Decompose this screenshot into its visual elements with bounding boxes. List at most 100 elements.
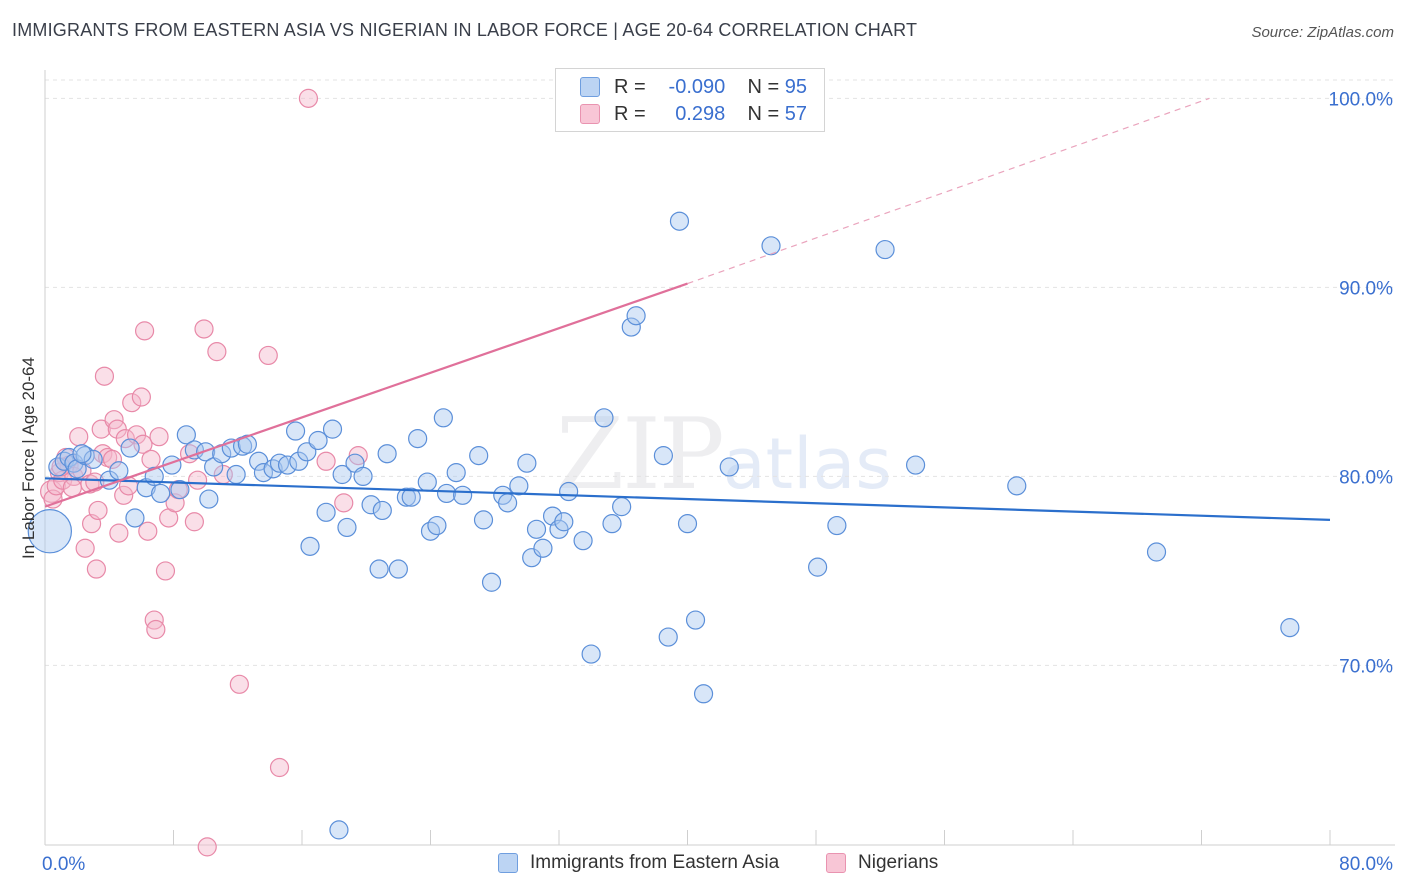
eastern-asia-point [469, 446, 489, 466]
eastern-asia-point [125, 508, 145, 528]
eastern-asia-point [522, 548, 542, 568]
nigerians-trend-line [44, 282, 688, 508]
nigerians-point [115, 428, 135, 449]
eastern-asia-point [761, 236, 781, 256]
eastern-asia-point [905, 455, 926, 475]
legend-label-eastern-asia: Immigrants from Eastern Asia [530, 852, 780, 873]
nigerians-point [131, 387, 151, 407]
legend-label-nigerians: Nigerians [858, 852, 939, 873]
nigerians-point [316, 451, 336, 471]
eastern-asia-point [559, 481, 579, 502]
nigerians-point [187, 470, 208, 490]
nigerians-point [149, 427, 169, 447]
eastern-asia-point [653, 446, 674, 466]
eastern-asia-point [199, 489, 219, 509]
nigerians-point [85, 472, 105, 492]
eastern-asia-point [602, 514, 622, 534]
nigerians-point [138, 521, 158, 541]
nigerians-point [258, 345, 278, 366]
eastern-asia-point [533, 538, 553, 558]
correlation-legend: R = -0.090 N = 95 R = 0.298 N = 57 [555, 68, 825, 132]
eastern-asia-point [27, 509, 73, 554]
eastern-asia-point [332, 464, 352, 485]
eastern-asia-point [277, 455, 298, 475]
eastern-asia-point [436, 483, 457, 504]
x-tick-label: 0.0% [42, 854, 85, 875]
nigerians-point [298, 88, 319, 108]
eastern-asia-point [316, 502, 336, 522]
r-value: -0.090 [668, 75, 726, 98]
nigerians-swatch [580, 104, 600, 124]
eastern-asia-point [417, 472, 437, 492]
eastern-asia-points [27, 211, 1300, 840]
nigerians-point [75, 538, 95, 558]
eastern-asia-point [269, 453, 290, 473]
eastern-asia-point [433, 408, 453, 428]
eastern-asia-point [677, 514, 698, 534]
y-tick-label: 80.0% [1339, 467, 1393, 488]
eastern-asia-point [427, 515, 447, 536]
eastern-asia-point [396, 487, 417, 507]
r-label: R = [614, 75, 646, 98]
eastern-asia-point [517, 453, 537, 473]
eastern-asia-point [226, 464, 246, 485]
eastern-asia-trend-line [44, 477, 1331, 521]
nigerians-point [88, 500, 108, 521]
legend-item-nigerians[interactable]: Nigerians [826, 852, 938, 874]
bottom-legend: Immigrants from Eastern Asia Nigerians [0, 852, 1406, 878]
nigerians-point [155, 561, 176, 581]
eastern-asia-point [875, 239, 895, 260]
eastern-asia-swatch [580, 77, 600, 97]
stat-row-nigerians: R = 0.298 N = 57 [580, 101, 807, 127]
eastern-asia-point [72, 444, 92, 464]
stat-row-eastern-asia: R = -0.090 N = 95 [580, 74, 807, 100]
chart-title: IMMIGRANTS FROM EASTERN ASIA VS NIGERIAN… [12, 20, 918, 40]
nigerians-point [197, 837, 217, 857]
x-tick-label: 80.0% [1339, 854, 1393, 875]
eastern-asia-point [1146, 542, 1167, 562]
eastern-asia-point [573, 531, 593, 551]
eastern-asia-point [626, 306, 646, 326]
eastern-asia-point [372, 500, 392, 521]
eastern-asia-legend-swatch [498, 853, 518, 873]
nigerians-point [114, 485, 134, 505]
nigerians-point [40, 480, 63, 503]
nigerians-point [207, 342, 227, 362]
eastern-asia-point [669, 211, 690, 231]
nigerians-point [194, 319, 214, 339]
eastern-asia-point [329, 820, 349, 840]
eastern-asia-point [83, 449, 103, 469]
eastern-asia-point [481, 572, 502, 592]
nigerians-point [86, 559, 107, 579]
eastern-asia-point [176, 425, 196, 445]
eastern-asia-point [337, 517, 357, 538]
y-tick-label: 90.0% [1339, 278, 1393, 299]
nigerians-point [91, 419, 111, 439]
n-label: N = [747, 102, 780, 125]
n-value: 57 [784, 102, 807, 125]
eastern-asia-point [658, 627, 678, 647]
nigerians-point [269, 757, 290, 778]
eastern-asia-point [554, 512, 574, 532]
legend-item-eastern-asia[interactable]: Immigrants from Eastern Asia [498, 852, 779, 874]
axes [44, 70, 1395, 846]
eastern-asia-point [353, 466, 373, 487]
eastern-asia-point [109, 461, 129, 481]
eastern-asia-point [401, 487, 421, 507]
nigerians-trend-extension [687, 97, 1210, 285]
watermark: ZIPatlas [556, 398, 892, 512]
eastern-asia-point [453, 485, 473, 505]
eastern-asia-point [581, 644, 601, 664]
nigerians-point [184, 512, 204, 532]
eastern-asia-point [1007, 476, 1027, 496]
source-label: Source: ZipAtlas.com [1251, 24, 1394, 41]
y-axis-label: In Labor Force | Age 20-64 [19, 357, 38, 559]
nigerians-point [133, 434, 153, 454]
eastern-asia-point [120, 438, 140, 458]
eastern-asia-point [388, 559, 408, 579]
eastern-asia-point [285, 421, 306, 441]
y-tick-label: 100.0% [1329, 89, 1394, 110]
eastern-asia-point [594, 408, 614, 428]
nigerians-point [94, 366, 115, 386]
